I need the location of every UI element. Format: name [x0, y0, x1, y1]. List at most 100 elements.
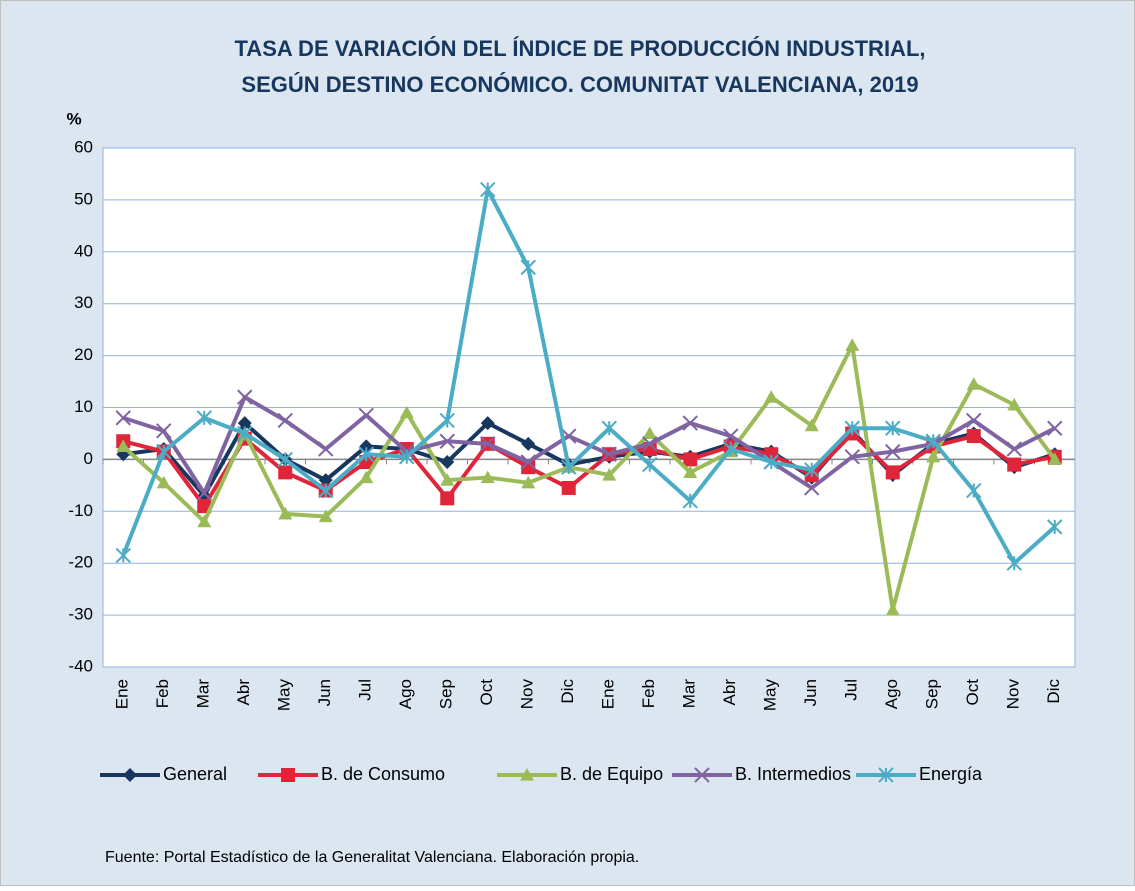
marker-shape	[196, 410, 212, 426]
x-tick-label: Nov	[1004, 679, 1023, 710]
marker	[156, 475, 171, 489]
marker	[682, 493, 698, 509]
x-tick-label: Abr	[720, 679, 739, 706]
marker-shape	[520, 768, 534, 781]
marker-shape	[683, 452, 698, 467]
marker-shape	[683, 465, 698, 478]
marker-shape	[1047, 452, 1062, 465]
y-tick-label: -30	[68, 605, 93, 624]
marker-shape	[926, 449, 941, 463]
marker	[885, 602, 900, 616]
marker-shape	[116, 439, 131, 453]
marker	[237, 389, 253, 405]
marker	[966, 377, 981, 390]
marker	[116, 439, 131, 453]
marker	[480, 470, 495, 484]
marker	[885, 420, 901, 436]
marker-shape	[804, 462, 820, 478]
marker	[1007, 457, 1022, 472]
marker-shape	[694, 767, 710, 783]
marker	[1006, 441, 1022, 457]
y-axis-label: %	[66, 109, 81, 128]
marker	[278, 506, 293, 520]
marker-shape	[804, 480, 820, 496]
x-tick-label: May	[275, 679, 294, 712]
marker	[358, 407, 374, 423]
marker-shape	[1007, 397, 1022, 411]
x-tick-label: Ene	[599, 679, 618, 709]
marker	[642, 456, 658, 473]
marker-shape	[156, 423, 172, 439]
marker	[845, 338, 860, 351]
marker	[480, 416, 495, 431]
marker-shape	[966, 429, 981, 444]
marker	[399, 405, 414, 419]
marker	[885, 465, 900, 480]
marker	[278, 465, 293, 480]
marker	[115, 547, 131, 564]
marker	[156, 423, 172, 439]
marker-shape	[237, 389, 253, 405]
y-tick-label: 40	[74, 241, 93, 260]
x-tick-label: Jul	[356, 679, 375, 701]
y-tick-label: 30	[74, 293, 93, 312]
marker-shape	[115, 410, 131, 426]
x-tick-label: Dic	[558, 679, 577, 704]
marker-shape	[123, 768, 137, 782]
marker-shape	[885, 420, 901, 436]
marker	[123, 768, 137, 782]
y-tick-label: 10	[74, 397, 93, 416]
marker-shape	[480, 436, 496, 452]
marker-shape	[480, 416, 495, 431]
marker	[601, 446, 617, 462]
marker-shape	[115, 547, 131, 564]
marker-shape	[358, 407, 374, 423]
marker-shape	[521, 475, 536, 489]
marker	[844, 449, 860, 465]
marker	[723, 428, 739, 444]
marker-shape	[521, 460, 536, 475]
y-tick-label: 20	[74, 345, 93, 364]
marker	[844, 420, 860, 436]
x-tick-label: Dic	[1044, 679, 1063, 704]
marker	[642, 426, 657, 440]
marker	[237, 425, 253, 442]
marker	[318, 509, 333, 523]
marker	[1006, 555, 1022, 571]
marker	[561, 459, 577, 475]
marker	[480, 181, 496, 198]
marker-shape	[318, 482, 334, 499]
marker-shape	[439, 433, 455, 449]
y-tick-label: -40	[68, 656, 93, 675]
marker-shape	[561, 459, 577, 475]
marker	[601, 420, 617, 436]
marker-shape	[440, 454, 455, 469]
marker	[966, 482, 982, 499]
legend-label: B. de Equipo	[560, 764, 663, 784]
marker	[440, 473, 455, 486]
marker	[764, 390, 779, 403]
marker	[1007, 397, 1022, 411]
x-tick-label: Ago	[882, 679, 901, 709]
marker	[521, 460, 536, 475]
marker	[237, 416, 252, 431]
marker	[561, 480, 576, 495]
chart-title: TASA DE VARIACIÓN DEL ÍNDICE DE PRODUCCI…	[235, 36, 926, 61]
marker	[804, 418, 819, 432]
marker-shape	[399, 449, 415, 465]
marker-shape	[359, 470, 374, 484]
marker	[440, 491, 455, 506]
marker	[804, 462, 820, 478]
marker	[277, 451, 293, 468]
marker	[196, 485, 212, 501]
x-tick-label: Abr	[234, 679, 253, 706]
marker-shape	[1047, 519, 1063, 535]
marker-shape	[358, 446, 374, 462]
series-line	[121, 343, 1057, 612]
marker	[642, 436, 658, 452]
marker-shape	[844, 420, 860, 436]
x-tick-label: Jun	[801, 679, 820, 706]
marker-shape	[196, 485, 212, 501]
marker	[520, 454, 536, 470]
x-tick-label: May	[761, 679, 780, 712]
